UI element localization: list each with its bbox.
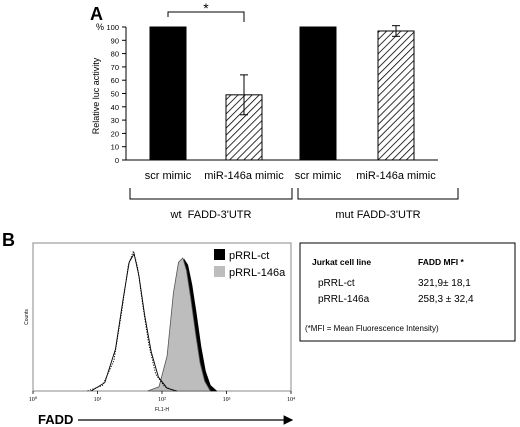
panel-b-letter: B — [2, 230, 15, 250]
histogram-x-tick-label: 10¹ — [94, 397, 102, 403]
group-bracket-mut: mut FADD-3'UTR — [297, 188, 459, 221]
bar-category-label: miR-146a mimic — [356, 170, 436, 182]
bar-y-tick-label: 30 — [111, 116, 119, 125]
group-label-wt: wt FADD-3'UTR — [170, 209, 252, 221]
bar — [299, 26, 337, 161]
fadd-axis-arrow: FADD — [38, 412, 294, 427]
legend-label-pRRL-146a: pRRL-146a — [229, 267, 286, 279]
significance-star: * — [203, 0, 209, 16]
panel-a-letter: A — [90, 4, 103, 24]
histogram-curves — [87, 249, 218, 392]
mfi-row-1-label: pRRL-ct — [318, 278, 355, 289]
mfi-row-2-value: 258,3 ± 32,4 — [418, 294, 474, 305]
bar-category-label: miR-146a mimic — [204, 170, 284, 182]
fadd-axis-title: FADD — [38, 412, 73, 427]
bar-category-label: scr mimic — [295, 170, 342, 182]
mfi-footnote: (*MFI = Mean Fluorescence Intensity) — [305, 324, 439, 333]
bar-category-label: scr mimic — [145, 170, 192, 182]
histogram-series-isotype — [90, 252, 178, 392]
histogram-x-label: FL1-H — [155, 407, 169, 413]
legend-label-pRRL-ct: pRRL-ct — [229, 250, 269, 262]
bar-y-tick-label: 80 — [111, 50, 119, 59]
bar-y-tick-label: 10 — [111, 143, 119, 152]
bar — [225, 94, 263, 161]
bar-y-tick-label: 0 — [115, 156, 119, 165]
bar-y-unit: % — [96, 22, 104, 32]
histogram-x-tick-label: 10³ — [223, 397, 231, 403]
bar-y-ticks: 0 10 20 30 40 50 60 70 80 90 100 — [106, 23, 126, 165]
bar-y-tick-label: 50 — [111, 90, 119, 99]
bar-chart: % Relative luc activity 0 10 20 30 40 50 60 70 8… — [91, 0, 459, 221]
group-label-mut: mut FADD-3'UTR — [335, 209, 420, 221]
bar — [149, 26, 187, 161]
mfi-table: Jurkat cell line FADD MFI * pRRL-ct 321,… — [299, 242, 516, 342]
histogram-x-ticks: 10⁰ 10¹ 10² 10³ 10⁴ — [29, 391, 295, 403]
histogram-legend: pRRL-ct pRRL-146a — [214, 249, 286, 279]
bar-y-tick-label: 20 — [111, 129, 119, 138]
bar-y-tick-label: 40 — [111, 103, 119, 112]
bar-y-tick-label: 70 — [111, 63, 119, 72]
bar-y-tick-label: 60 — [111, 76, 119, 85]
legend-swatch-pRRL-146a — [214, 266, 225, 277]
bar — [377, 30, 415, 161]
bar-x-labels: scr mimic miR-146a mimic scr mimic miR-146a… — [145, 170, 436, 182]
mfi-table-frame — [299, 242, 516, 342]
histogram-series-isotype — [87, 249, 176, 392]
histogram: Counts 10⁰ 10¹ 10² 10³ 10⁴ FL1-H pRRL-ct pRR… — [24, 242, 295, 413]
bar-y-axis-label: Relative luc activity — [91, 57, 101, 134]
group-bracket-wt: wt FADD-3'UTR — [129, 188, 293, 221]
histogram-x-tick-label: 10⁰ — [29, 396, 38, 403]
bars — [149, 26, 415, 161]
mfi-header-value: FADD MFI * — [418, 257, 464, 267]
histogram-y-label: Counts — [24, 309, 30, 325]
histogram-frame — [32, 242, 292, 392]
histogram-series-pRRL-146a — [147, 257, 211, 392]
error-bars — [240, 25, 400, 116]
mfi-row-1-value: 321,9± 18,1 — [418, 278, 471, 289]
mfi-row-2-label: pRRL-146a — [318, 294, 370, 305]
mfi-header-cell-line: Jurkat cell line — [312, 257, 371, 267]
bar-y-tick-label: 100 — [106, 23, 119, 32]
legend-swatch-pRRL-ct — [214, 249, 225, 260]
histogram-x-tick-label: 10⁴ — [287, 397, 295, 403]
histogram-x-tick-label: 10² — [158, 397, 166, 403]
bar-y-tick-label: 90 — [111, 36, 119, 45]
significance-bracket: * — [167, 0, 245, 22]
